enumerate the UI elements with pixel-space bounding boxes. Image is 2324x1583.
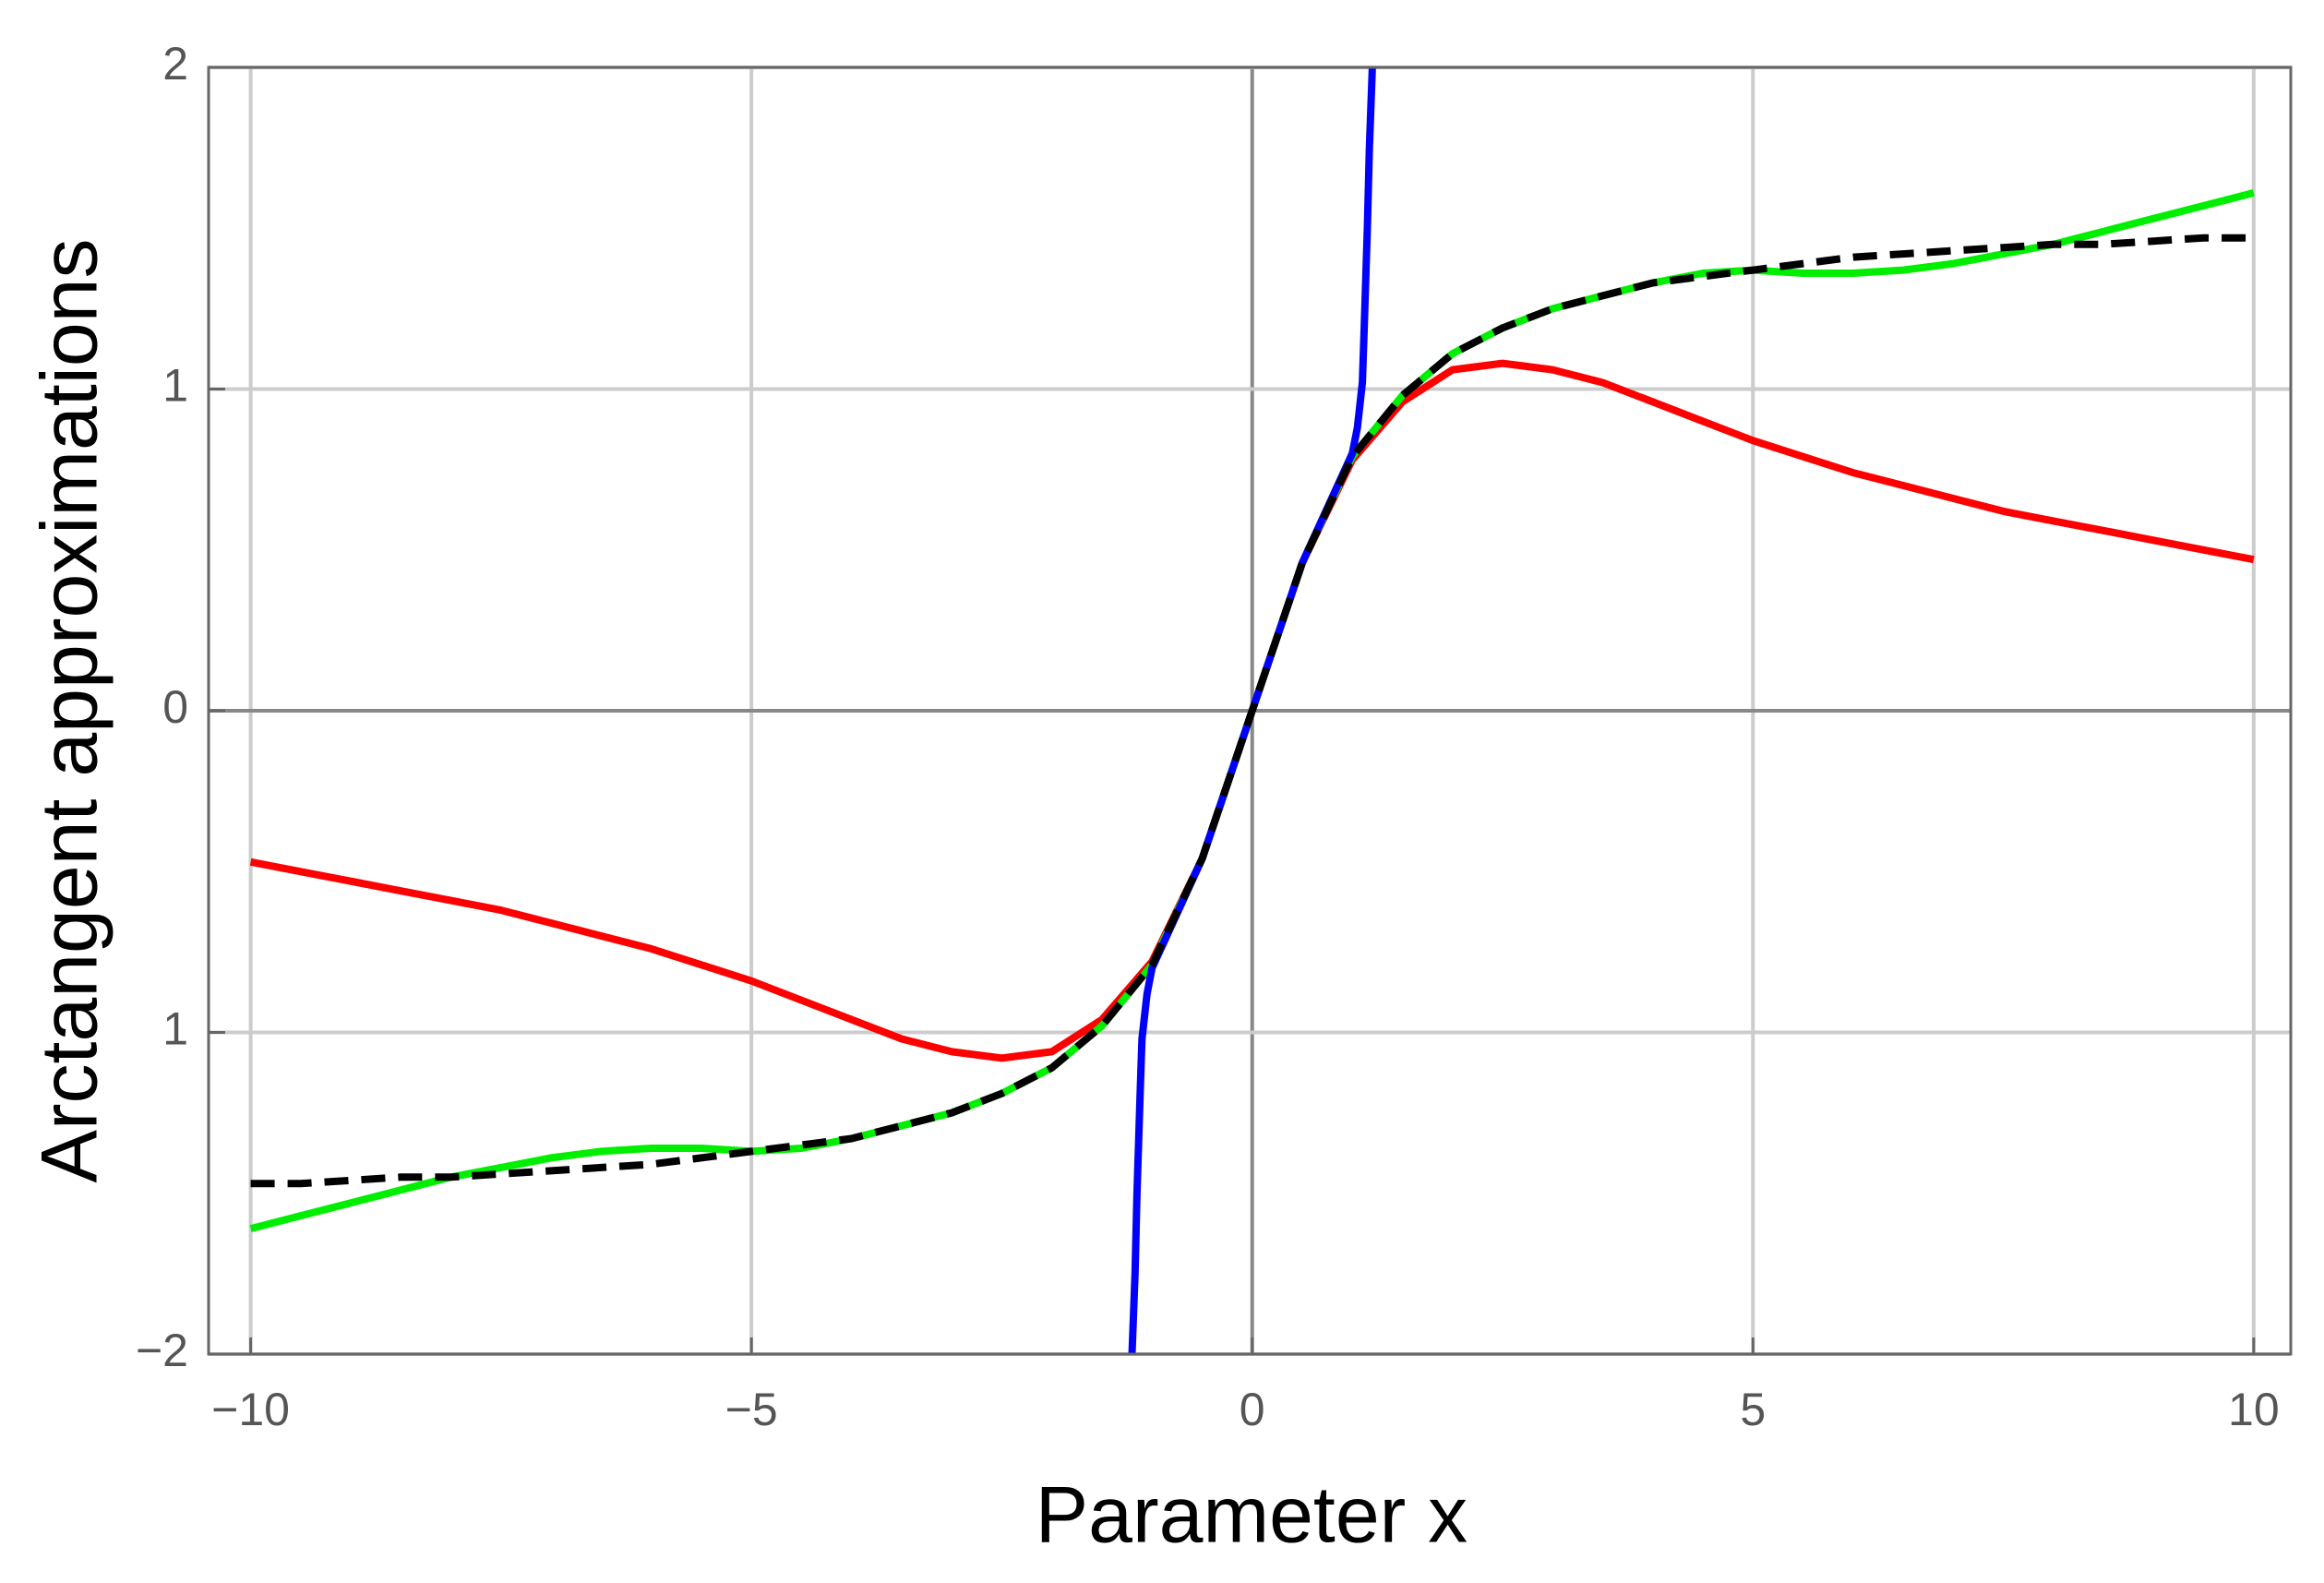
plot-lines <box>249 67 2255 1354</box>
x-tick-label: −10 <box>211 1384 290 1435</box>
x-tick-label: 5 <box>1740 1384 1766 1435</box>
y-tick-label: 1 <box>162 360 188 412</box>
y-tick-label: −2 <box>136 1325 188 1376</box>
x-tick-label: −5 <box>725 1384 778 1435</box>
y-axis-label: Arctangent approximations <box>26 238 114 1182</box>
y-tick-label: 1 <box>162 1003 188 1055</box>
line-black <box>250 234 2254 1188</box>
y-tick-label: 2 <box>162 38 188 90</box>
x-tick-label: 10 <box>2228 1384 2280 1435</box>
y-tick-label: 0 <box>162 681 188 733</box>
x-tick-label: 0 <box>1240 1384 1265 1435</box>
x-axis-label: Parameter x <box>1036 1471 1467 1560</box>
